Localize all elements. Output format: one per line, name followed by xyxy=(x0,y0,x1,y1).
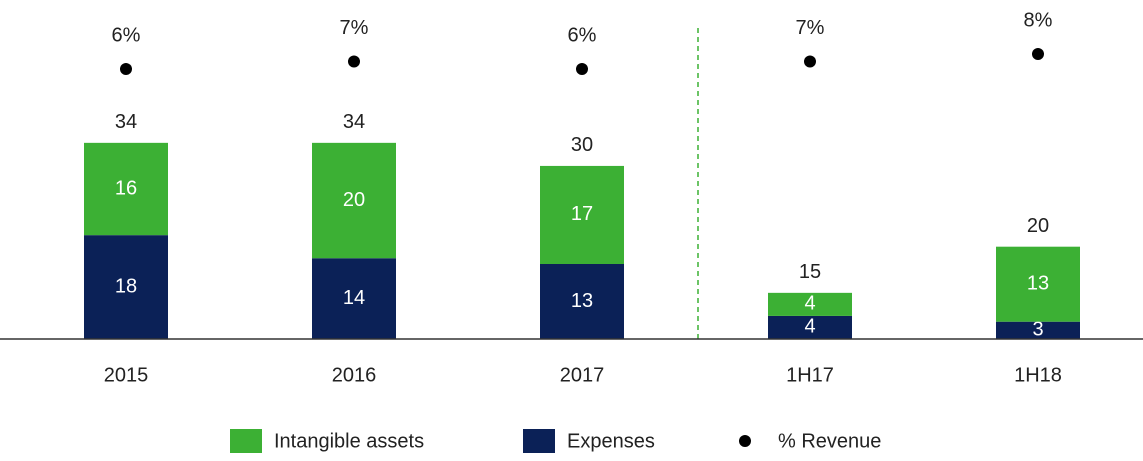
total-label: 34 xyxy=(343,111,365,133)
legend-swatch xyxy=(230,429,262,453)
segment-label: 14 xyxy=(343,287,365,309)
total-label: 34 xyxy=(115,111,137,133)
legend-swatch xyxy=(523,429,555,453)
revenue-label: 8% xyxy=(1024,9,1053,31)
segment-label: 16 xyxy=(115,177,137,199)
x-tick-label: 2017 xyxy=(560,364,605,386)
bar-segment xyxy=(540,165,624,264)
bar-segment xyxy=(312,142,396,259)
segment-label: 4 xyxy=(804,316,815,338)
bar-segment xyxy=(84,142,168,236)
bar-segment xyxy=(768,315,852,339)
revenue-label: 7% xyxy=(796,17,825,39)
segment-label: 20 xyxy=(343,189,365,211)
x-tick-label: 2015 xyxy=(104,364,149,386)
segment-label: 3 xyxy=(1032,319,1043,341)
legend-marker xyxy=(739,435,751,447)
revenue-dot xyxy=(1032,48,1044,60)
total-label: 20 xyxy=(1027,215,1049,237)
bar-segment xyxy=(84,235,168,339)
revenue-dot xyxy=(348,55,360,68)
segment-label: 18 xyxy=(115,275,137,297)
x-tick-label: 2016 xyxy=(332,364,377,386)
segment-label: 13 xyxy=(571,290,593,312)
total-label: 15 xyxy=(799,261,821,283)
x-tick-label: 1H18 xyxy=(1014,364,1062,386)
revenue-label: 6% xyxy=(568,24,597,46)
legend-label: Intangible assets xyxy=(274,430,424,452)
segment-label: 4 xyxy=(804,293,815,315)
bar-segment xyxy=(996,246,1080,322)
bar-segment xyxy=(996,321,1080,339)
segment-label: 13 xyxy=(1027,272,1049,294)
bar-segment xyxy=(540,264,624,339)
revenue-dot xyxy=(120,63,132,75)
x-tick-label: 1H17 xyxy=(786,364,834,386)
revenue-dot xyxy=(576,63,588,75)
legend-label: % Revenue xyxy=(778,430,881,452)
legend-label: Expenses xyxy=(567,430,655,452)
revenue-label: 6% xyxy=(112,24,141,46)
revenue-label: 7% xyxy=(340,17,369,39)
segment-label: 17 xyxy=(571,203,593,225)
bar-segment xyxy=(312,258,396,339)
total-label: 30 xyxy=(571,134,593,156)
revenue-dot xyxy=(804,55,816,68)
bar-segment xyxy=(768,292,852,316)
